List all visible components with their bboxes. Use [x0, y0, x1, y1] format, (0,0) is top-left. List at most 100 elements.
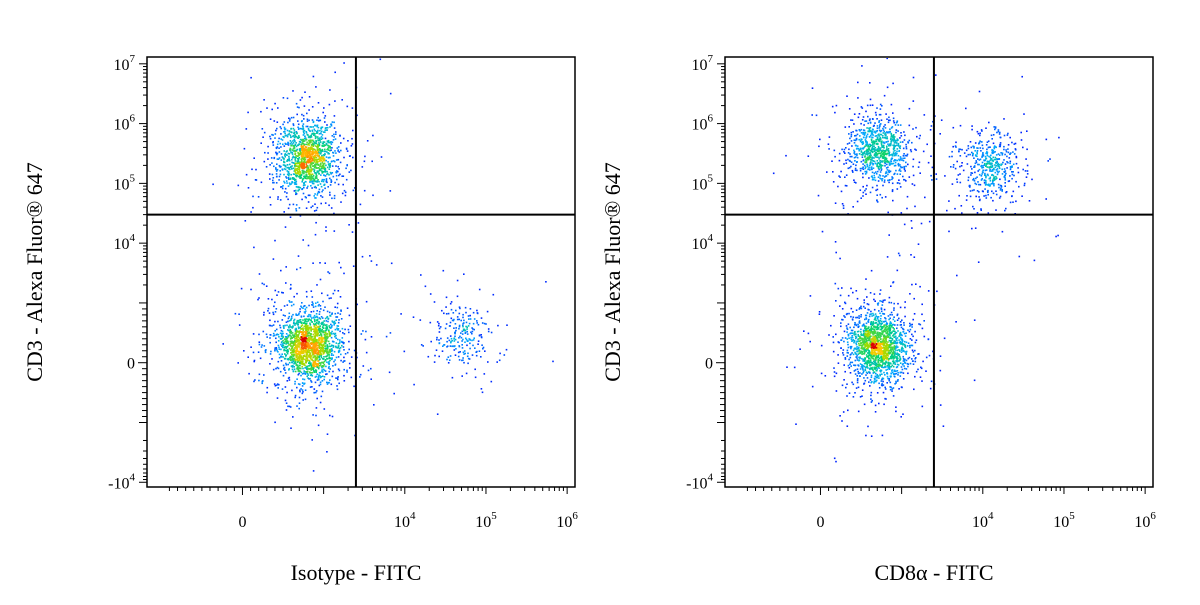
- event-dot: [311, 439, 313, 441]
- event-dot: [484, 350, 486, 352]
- event-dot: [323, 379, 325, 381]
- event-dot: [302, 332, 304, 334]
- event-dot: [280, 133, 282, 135]
- event-dot: [436, 349, 438, 351]
- event-dot: [300, 368, 302, 370]
- event-dot: [926, 144, 928, 146]
- event-dot: [459, 336, 461, 338]
- event-dot: [333, 346, 335, 348]
- event-dot: [863, 124, 865, 126]
- event-dot: [1007, 133, 1009, 135]
- event-dot: [1007, 134, 1009, 136]
- event-dot: [968, 154, 970, 156]
- event-dot: [897, 188, 899, 190]
- y-tick-label: 104: [114, 232, 136, 253]
- event-dot: [885, 135, 887, 137]
- event-dot: [348, 341, 350, 343]
- event-dot: [276, 173, 278, 175]
- event-dot: [352, 157, 354, 159]
- event-dot: [1011, 165, 1013, 167]
- event-dot: [870, 155, 872, 157]
- event-dot: [460, 320, 462, 322]
- event-dot: [325, 370, 327, 372]
- event-dot: [269, 197, 271, 199]
- event-dot: [264, 345, 266, 347]
- event-dot: [856, 170, 858, 172]
- event-dot: [999, 133, 1001, 135]
- event-dot: [310, 164, 312, 166]
- event-dot: [345, 353, 347, 355]
- event-dot: [875, 132, 877, 134]
- event-dot: [324, 117, 326, 119]
- event-dot: [493, 294, 495, 296]
- event-dot: [309, 371, 311, 373]
- event-dot: [481, 344, 483, 346]
- event-dot: [252, 196, 254, 198]
- event-dot: [325, 318, 327, 320]
- event-dot: [1014, 153, 1016, 155]
- event-dot: [338, 356, 340, 358]
- event-dot: [314, 197, 316, 199]
- event-dot: [348, 329, 350, 331]
- event-dot: [899, 147, 901, 149]
- event-dot: [864, 133, 866, 135]
- event-dot: [286, 177, 288, 179]
- event-dot: [1013, 175, 1015, 177]
- event-dot: [310, 336, 312, 338]
- event-dot: [466, 345, 468, 347]
- event-dot: [277, 367, 279, 369]
- event-dot: [453, 320, 455, 322]
- event-dot: [873, 167, 875, 169]
- event-dot: [899, 255, 901, 257]
- event-dot: [335, 152, 337, 154]
- event-dot: [457, 319, 459, 321]
- event-dot: [259, 273, 261, 275]
- event-dot: [298, 334, 300, 336]
- event-dot: [314, 324, 316, 326]
- event-dot: [866, 172, 868, 174]
- event-dot: [295, 333, 297, 335]
- event-dot: [331, 345, 333, 347]
- event-dot: [864, 171, 866, 173]
- event-dot: [318, 323, 320, 325]
- event-dot: [998, 153, 1000, 155]
- event-dot: [311, 355, 313, 357]
- event-dot: [322, 145, 324, 147]
- event-dot: [474, 369, 476, 371]
- event-dot: [905, 155, 907, 157]
- event-dot: [294, 347, 296, 349]
- event-dot: [879, 126, 881, 128]
- event-dot: [251, 169, 253, 171]
- event-dot: [273, 144, 275, 146]
- event-dot: [285, 226, 287, 228]
- event-dot: [328, 366, 330, 368]
- event-dot: [914, 206, 916, 208]
- event-dot: [866, 127, 868, 129]
- event-dot: [287, 170, 289, 172]
- event-dot: [287, 340, 289, 342]
- event-dot: [331, 354, 333, 356]
- event-dot: [880, 171, 882, 173]
- event-dot: [981, 173, 983, 175]
- event-dot: [335, 364, 337, 366]
- event-dot: [340, 354, 342, 356]
- event-dot: [956, 161, 958, 163]
- event-dot: [467, 363, 469, 365]
- event-dot: [325, 330, 327, 332]
- event-dot: [279, 348, 281, 350]
- event-dot: [282, 169, 284, 171]
- event-dot: [331, 312, 333, 314]
- event-dot: [331, 384, 333, 386]
- event-dot: [287, 335, 289, 337]
- event-dot: [897, 160, 899, 162]
- event-dot: [296, 103, 298, 105]
- event-dot: [1005, 208, 1007, 210]
- event-dot: [287, 353, 289, 355]
- event-dot: [304, 383, 306, 385]
- event-dot: [975, 155, 977, 157]
- event-dot: [837, 186, 839, 188]
- event-dot: [1029, 200, 1031, 202]
- event-dot: [449, 359, 451, 361]
- event-dot: [466, 339, 468, 341]
- event-dot: [315, 145, 317, 147]
